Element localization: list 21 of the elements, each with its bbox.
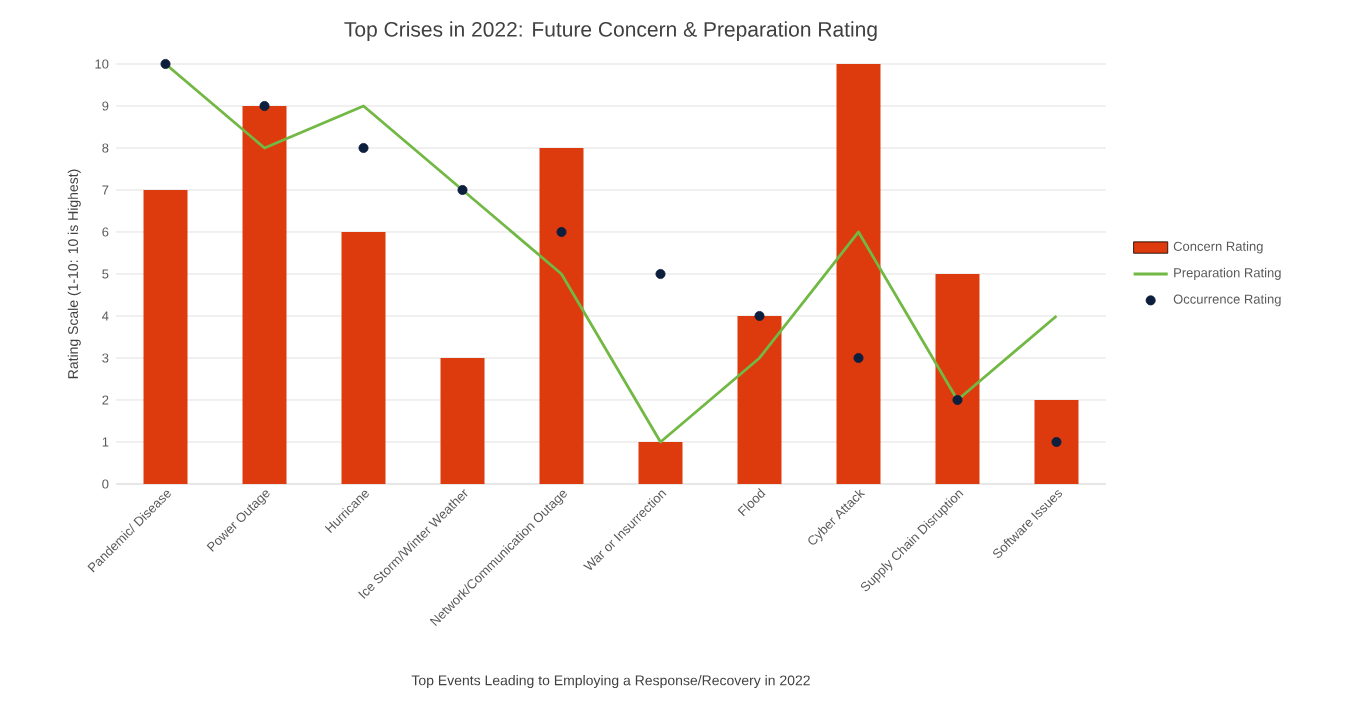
bar	[539, 147, 584, 484]
point	[160, 58, 171, 69]
bar	[737, 315, 782, 484]
bar	[1034, 399, 1079, 484]
bar	[341, 231, 386, 484]
point	[556, 226, 567, 237]
point	[1051, 436, 1062, 447]
point	[655, 268, 666, 279]
point	[358, 142, 369, 153]
point	[754, 310, 765, 321]
bar	[242, 105, 287, 484]
bar	[935, 273, 980, 484]
point	[853, 352, 864, 363]
chart-title: Top Crises in 2022: Future Concern & Preparation Rating	[344, 21, 877, 41]
point	[952, 394, 963, 405]
bar	[143, 189, 188, 484]
point	[457, 184, 468, 195]
bar	[638, 441, 683, 484]
point	[259, 100, 270, 111]
bar	[836, 63, 881, 484]
bar	[440, 357, 485, 484]
